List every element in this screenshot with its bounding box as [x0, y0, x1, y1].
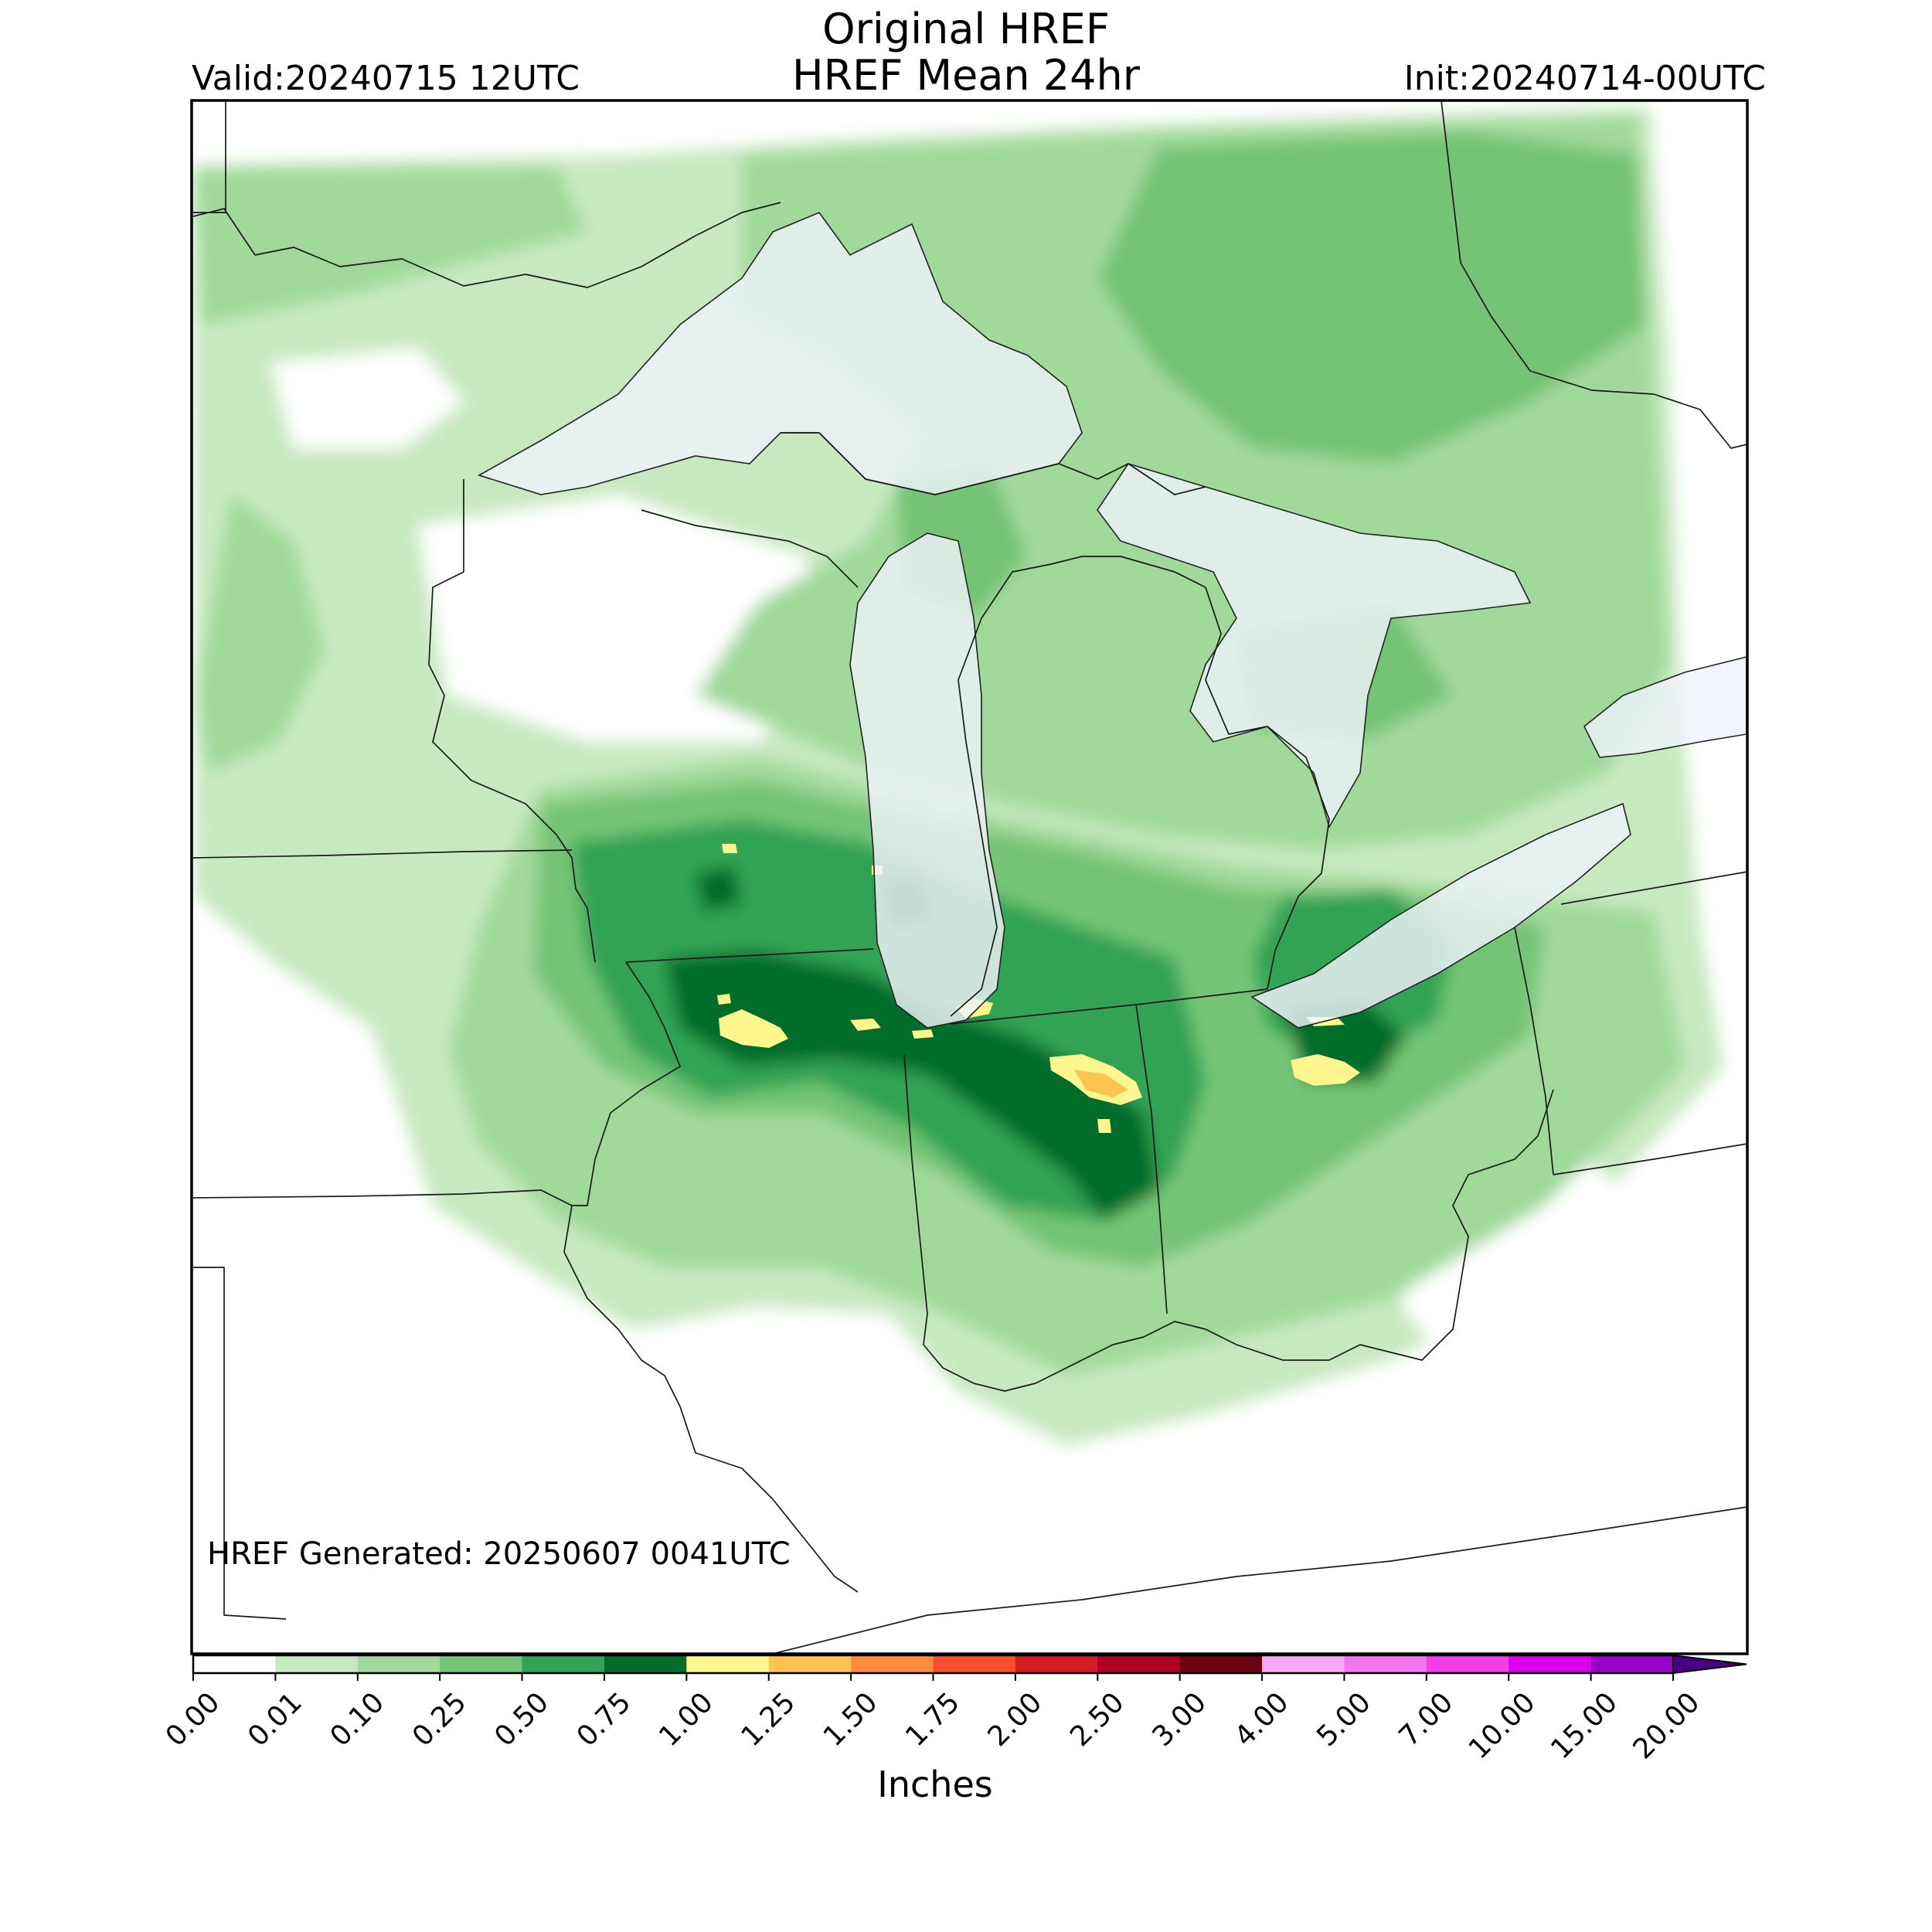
colorbar-tick-label: 10.00 — [1463, 1686, 1542, 1765]
colorbar-units-label: Inches — [877, 1764, 993, 1805]
colorbar-swatch — [686, 1655, 770, 1673]
init-time-label: Init:20240714-00UTC — [1403, 59, 1766, 98]
canada-us-border — [192, 202, 781, 288]
colorbar-tick-label: 3.00 — [1146, 1686, 1213, 1753]
colorbar-swatch — [768, 1655, 852, 1673]
colorbar-swatch — [522, 1655, 605, 1673]
lake-huron — [1097, 463, 1532, 829]
map-area — [192, 100, 1747, 1654]
lake-erie — [1250, 802, 1631, 1029]
map-frame — [190, 99, 1749, 1655]
lake-michigan — [849, 532, 1005, 1029]
colorbar-swatch — [357, 1655, 440, 1673]
colorbar-tick-label: 0.01 — [242, 1686, 308, 1753]
boundaries — [192, 100, 1747, 1654]
ohio-river — [923, 1089, 1554, 1392]
precip-band-0.75 — [665, 866, 1406, 1221]
colorbar: 0.00 0.01 0.10 0.25 0.50 0.75 1.00 1.25 1.50 1.75… — [160, 1654, 1747, 1765]
colorbar-tick-label: 7.00 — [1393, 1686, 1460, 1753]
generated-note: HREF Generated: 20250607 0041UTC — [207, 1536, 791, 1572]
chart-title-line2: HREF Mean 24hr — [792, 51, 1140, 100]
colorbar-swatch — [604, 1655, 687, 1673]
colorbar-extend-arrow — [1672, 1654, 1747, 1675]
colorbar-swatch — [275, 1655, 359, 1673]
colorbar-swatch — [1179, 1655, 1263, 1673]
iowa-missouri-border — [192, 1189, 573, 1206]
colorbar-swatch — [193, 1655, 276, 1673]
colorbar-swatch — [851, 1655, 934, 1673]
pennsylvania-ny-border — [1560, 871, 1747, 905]
colorbar-swatch — [1097, 1655, 1181, 1673]
wisconsin-michigan-up-border — [641, 509, 859, 588]
colorbar-tick-label: 1.50 — [818, 1686, 884, 1753]
missouri-arkansas-border — [193, 1267, 287, 1620]
colorbar-tick-label: 0.25 — [406, 1686, 473, 1753]
minnesota-iowa-border — [192, 849, 573, 859]
colorbar-tick-label: 2.00 — [982, 1686, 1049, 1753]
colorbar-swatch — [933, 1655, 1016, 1673]
mississippi-river — [563, 961, 859, 1593]
colorbar-tick-label: 5.00 — [1311, 1686, 1377, 1753]
colorbar-tick-label: 0.75 — [571, 1686, 638, 1753]
colorbar-swatch — [1426, 1655, 1509, 1673]
michigan-lower-coast — [950, 556, 1330, 1017]
colorbar-tick-label: 4.00 — [1229, 1686, 1295, 1753]
wisconsin-border — [428, 479, 596, 963]
great-lakes — [477, 212, 1747, 1029]
valid-time-label: Valid:20240715 12UTC — [192, 59, 580, 98]
colorbar-swatch — [1262, 1655, 1345, 1673]
pennsylvania-southern-border — [1553, 1143, 1747, 1175]
colorbar-tick-label: 1.25 — [736, 1686, 802, 1753]
indiana-ohio-border — [1135, 1004, 1168, 1315]
precip-band-0.50 — [572, 819, 1453, 1221]
illinois-indiana-border — [903, 1054, 928, 1345]
michigan-upper-peninsula-coast — [781, 432, 1206, 495]
colorbar-tick-label: 1.75 — [900, 1686, 966, 1753]
colorbar-tick-label: 0.50 — [488, 1686, 555, 1753]
colorbar-swatch — [440, 1655, 523, 1673]
lake-superior — [477, 212, 1083, 495]
canada-us-border-east — [1440, 100, 1747, 449]
colorbar-tick-label: 15.00 — [1545, 1686, 1624, 1765]
colorbar-tick-label: 20.00 — [1628, 1686, 1706, 1765]
colorbar-swatch — [1509, 1655, 1592, 1673]
colorbar-tick-label: 0.00 — [160, 1686, 226, 1753]
ohio-pennsylvania-border — [1514, 927, 1554, 1175]
colorbar-tick-label: 0.10 — [325, 1686, 391, 1753]
colorbar-swatch — [1015, 1655, 1098, 1673]
chart-title-line1: Original HREF — [822, 5, 1110, 53]
colorbar-tick-label: 1.00 — [653, 1686, 719, 1753]
kentucky-tennessee-border — [772, 1506, 1747, 1654]
colorbar-swatch — [1590, 1655, 1674, 1673]
colorbar-swatch — [1344, 1655, 1427, 1673]
colorbar-tick-label: 2.50 — [1064, 1686, 1131, 1753]
iowa-illinois-wisconsin-border — [625, 948, 874, 963]
